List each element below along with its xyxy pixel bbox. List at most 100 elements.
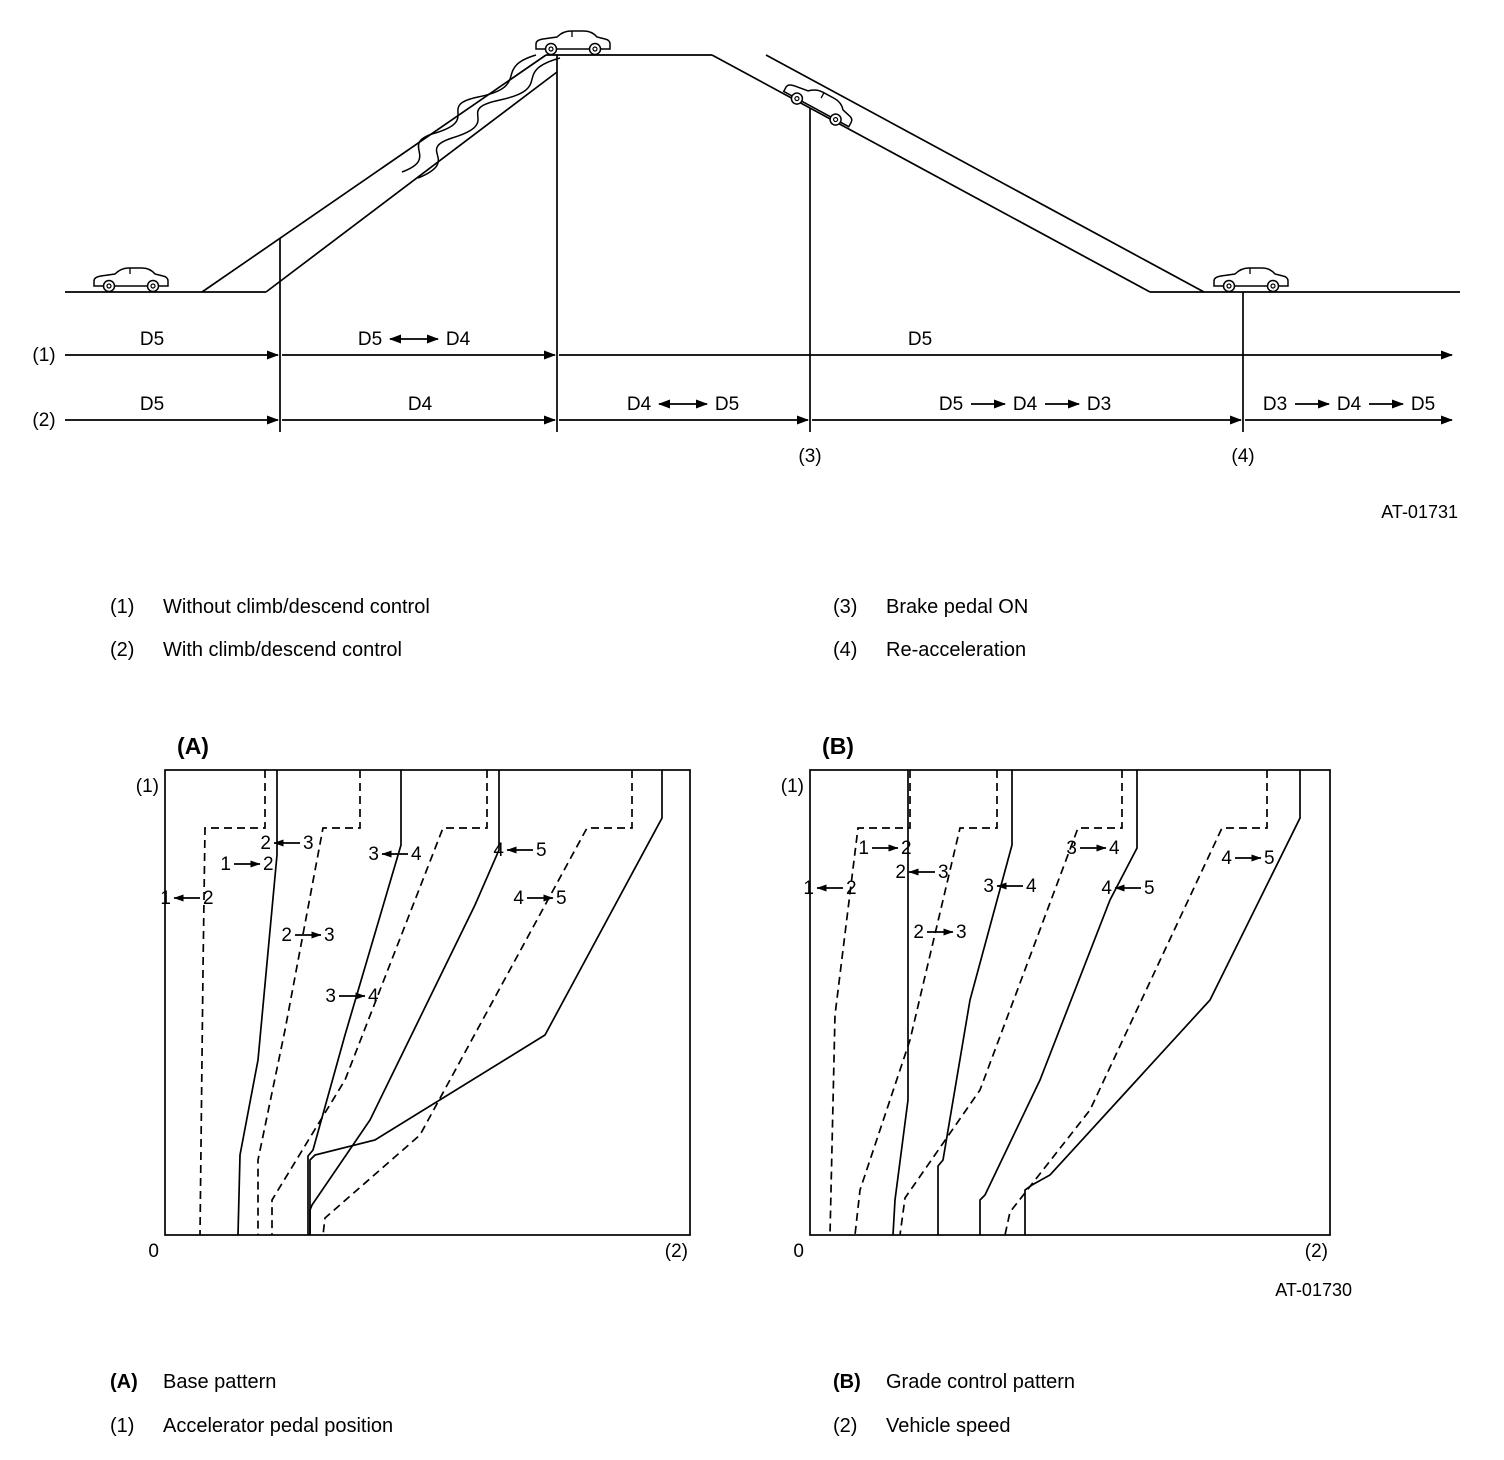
gear-label: D4 xyxy=(627,394,652,415)
legend-label: Accelerator pedal position xyxy=(163,1415,394,1437)
gear-label: D4 xyxy=(1013,394,1038,415)
figure-ref-code-charts: AT-01730 xyxy=(1275,1280,1352,1300)
winding-road xyxy=(417,57,561,179)
gear-label: D5 xyxy=(358,329,382,350)
row-key: (2) xyxy=(32,410,55,431)
car-icon xyxy=(535,30,611,56)
x-axis-label: (2) xyxy=(1305,1241,1328,1262)
axis-origin-label: 0 xyxy=(148,1241,159,1262)
shift-label-to: 3 xyxy=(938,862,949,883)
legend-item-accelerator-pedal-position: (1) Accelerator pedal position xyxy=(110,1415,393,1438)
shift-label-to: 2 xyxy=(846,878,857,899)
timeline-marker: (4) xyxy=(1231,446,1254,467)
shift-label-to: 3 xyxy=(956,922,967,943)
gear-label: D5 xyxy=(140,329,164,350)
shift-label-from: 4 xyxy=(493,840,504,861)
shift-label-to: 5 xyxy=(536,840,547,861)
gear-label: D3 xyxy=(1263,394,1287,415)
shift-label-from: 4 xyxy=(1221,848,1232,869)
shift-label-to: 2 xyxy=(901,838,912,859)
legend-label: Without climb/descend control xyxy=(163,596,430,618)
shift-line-up-4-5 xyxy=(309,770,663,1235)
gear-label: D4 xyxy=(408,394,433,415)
shift-label-from: 1 xyxy=(160,888,171,909)
gear-label: D4 xyxy=(1337,394,1362,415)
gear-label: D5 xyxy=(140,394,164,415)
shift-line-up-4-5 xyxy=(1024,770,1301,1235)
shift-label-from: 3 xyxy=(368,844,379,865)
shift-label-to: 2 xyxy=(263,854,274,875)
shift-line-down-1-2 xyxy=(829,770,911,1236)
row-key: (1) xyxy=(32,345,55,366)
gear-label: D5 xyxy=(939,394,963,415)
shift-label-from: 2 xyxy=(895,862,906,883)
shift-label-from: 1 xyxy=(858,838,869,859)
car-icon xyxy=(1213,267,1289,293)
legend-label: Grade control pattern xyxy=(886,1371,1075,1393)
slope-line xyxy=(201,54,547,293)
shift-line-down-4-5 xyxy=(322,770,633,1236)
shift-label-from: 4 xyxy=(1101,878,1112,899)
shift-line-up-2-3 xyxy=(307,770,402,1235)
shift-line-up-3-4 xyxy=(979,770,1138,1235)
legend-item-base-pattern: (A) Base pattern xyxy=(110,1371,276,1394)
hill-profile-diagram xyxy=(65,30,1460,432)
legend-key: (B) xyxy=(833,1371,861,1393)
shift-label-to: 2 xyxy=(203,888,214,909)
legend-item-re-acceleration: (4) Re-acceleration xyxy=(833,639,1026,662)
shift-label-to: 4 xyxy=(411,844,422,865)
car-icon xyxy=(782,84,853,128)
gear-label: D5 xyxy=(908,329,932,350)
winding-road xyxy=(401,54,537,173)
shift-label-from: 1 xyxy=(803,878,814,899)
figure-ref-code-top: AT-01731 xyxy=(1381,502,1458,522)
shift-pattern-chart-A: (A)(1)0 (2)1 21 22 32 33 43 44 54 5 xyxy=(136,733,691,1262)
legend-item-grade-control-pattern: (B) Grade control pattern xyxy=(833,1371,1075,1394)
shift-line-up-2-3 xyxy=(937,770,1013,1235)
shift-line-up-1-2 xyxy=(237,770,278,1236)
shift-pattern-chart-B: (B)(1)0 (2)1 21 22 32 33 43 44 54 5 xyxy=(781,733,1331,1262)
chart-title: (A) xyxy=(177,733,209,759)
shift-line-down-3-4 xyxy=(899,770,1123,1236)
x-axis-label: (2) xyxy=(665,1241,688,1262)
shift-label-from: 4 xyxy=(513,888,524,909)
shift-label-from: 1 xyxy=(220,854,231,875)
legend-label: Vehicle speed xyxy=(886,1415,1011,1437)
legend-label: Brake pedal ON xyxy=(886,596,1029,618)
shift-label-to: 5 xyxy=(1144,878,1155,899)
shift-line-down-3-4 xyxy=(271,770,488,1235)
legend-key: (4) xyxy=(833,639,858,661)
shift-label-to: 4 xyxy=(1109,838,1120,859)
y-axis-label: (1) xyxy=(136,776,159,797)
slope-line xyxy=(265,71,558,293)
gear-label: D5 xyxy=(715,394,739,415)
shift-line-up-3-4 xyxy=(309,770,500,1235)
timeline-marker: (3) xyxy=(798,446,821,467)
chart-frame xyxy=(809,769,1331,1236)
shift-label-from: 2 xyxy=(281,925,292,946)
shift-line-down-2-3 xyxy=(257,770,361,1235)
chart-frame xyxy=(164,769,691,1236)
legend-key: (1) xyxy=(110,596,135,618)
shift-label-from: 3 xyxy=(983,876,994,897)
slope-line xyxy=(711,54,1151,293)
chart-title: (B) xyxy=(822,733,854,759)
legend-label: With climb/descend control xyxy=(163,639,402,661)
legend-label: Base pattern xyxy=(163,1371,277,1393)
legend-key: (2) xyxy=(833,1415,858,1437)
y-axis-label: (1) xyxy=(781,776,804,797)
shift-line-down-2-3 xyxy=(854,770,998,1236)
shift-label-from: 2 xyxy=(260,833,271,854)
shift-line-down-4-5 xyxy=(1004,770,1268,1236)
gear-label: D4 xyxy=(446,329,471,350)
timeline-rows: (1) D5 D5 D4 D5 (2) D5 D4 D4 D5 D5 D4 D3 D3 D4 D5 (3) (4) xyxy=(32,329,1453,467)
shift-label-to: 3 xyxy=(303,833,314,854)
legend-label: Re-acceleration xyxy=(886,639,1027,661)
car-icon xyxy=(93,267,169,293)
shift-label-to: 3 xyxy=(324,925,335,946)
shift-label-from: 3 xyxy=(1066,838,1077,859)
legend-item-brake-pedal-on: (3) Brake pedal ON xyxy=(833,596,1028,619)
legend-key: (3) xyxy=(833,596,858,618)
